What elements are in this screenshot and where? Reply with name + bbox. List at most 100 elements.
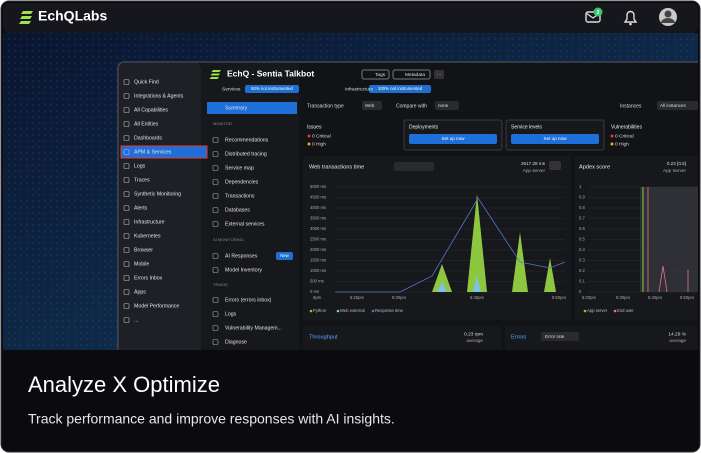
dropdown[interactable]	[362, 101, 382, 110]
sidebar-icon	[123, 261, 130, 267]
top-bar	[3, 3, 698, 33]
y-tick-label: 0.5	[579, 237, 585, 242]
sidebar-item: Logs	[134, 163, 146, 169]
y-tick-label: 0.3	[579, 258, 585, 263]
nav-item: Model Inventory	[225, 267, 262, 273]
dot-high	[307, 142, 311, 146]
x-tick-label: 6:50pm	[680, 295, 694, 300]
sidebar-item: Dashboards	[134, 135, 162, 141]
nav-item: Logs	[225, 311, 237, 317]
metadata-button[interactable]	[392, 69, 431, 80]
nav-item: External services	[225, 221, 265, 227]
sidebar-item: Integrations & Agents	[134, 93, 184, 99]
card-title: Issues	[307, 124, 322, 130]
service-title: EchQ - Sentia Talkbot	[227, 68, 314, 78]
dot-high	[610, 142, 614, 146]
dot-critical	[307, 134, 311, 138]
sidebar-icon	[123, 135, 130, 141]
legend-swatch	[583, 309, 587, 313]
y-tick-label: 0.7	[579, 216, 585, 221]
y-tick-label: 3000 ms	[310, 226, 326, 231]
chart-toggle[interactable]	[394, 162, 434, 171]
metric-value: 0.23 rpm	[464, 331, 483, 337]
chart-title: Web transactions time	[309, 164, 364, 170]
nav-icon	[212, 311, 219, 317]
y-tick-label: 5000 ms	[310, 184, 326, 189]
setup-button[interactable]	[409, 134, 497, 144]
nav-icon	[212, 151, 219, 157]
sidebar-icon	[123, 177, 130, 183]
dropdown[interactable]	[657, 101, 701, 110]
tags-button[interactable]	[361, 69, 390, 80]
dropdown[interactable]	[541, 332, 579, 341]
metric-panel	[303, 326, 501, 350]
nav-active	[207, 102, 297, 114]
nav-icon	[212, 267, 219, 273]
metric-title: Throughput	[309, 334, 338, 340]
sidebar-icon	[123, 247, 130, 253]
sidebar-item: Alerts	[134, 205, 148, 211]
status-badge	[369, 85, 431, 93]
sidebar-icon	[123, 79, 130, 85]
sidebar-item: All Capabilities	[134, 107, 168, 113]
infra-status: 100% not instrumented	[378, 86, 423, 91]
nav-icon	[212, 297, 219, 303]
x-tick-label: 6:40pm	[648, 295, 662, 300]
setup-button[interactable]	[511, 134, 599, 144]
x-tick-label: 6pm	[313, 295, 322, 300]
avatar[interactable]	[659, 8, 677, 26]
more-label: ···	[437, 73, 442, 78]
infra-label: Infrastructure	[345, 86, 374, 92]
button-label: Set up now	[544, 136, 568, 141]
bell-icon[interactable]	[623, 10, 638, 26]
legend-swatch	[613, 309, 617, 313]
issue-count: 0 Critical	[615, 133, 634, 139]
web-chart-areas	[335, 194, 566, 293]
card-title: Service levels	[511, 124, 542, 130]
sidebar-item: Infrastructure	[134, 219, 165, 225]
nav-section: AI MONITORING	[213, 237, 244, 242]
nav-icon	[212, 207, 219, 213]
y-tick-label: 4500 ms	[310, 195, 326, 200]
nav-item: Recommendations	[225, 137, 269, 143]
legend-swatch	[309, 309, 313, 313]
legend-label: App server	[587, 308, 608, 313]
logo-icon	[19, 11, 33, 24]
nav-item: AI Responses	[225, 253, 258, 259]
y-tick-label: 0.9	[579, 195, 585, 200]
legend-label: Web external	[340, 308, 365, 313]
caption-title: Analyze X Optimize	[28, 372, 220, 397]
dropdown-value: Error rate	[545, 334, 565, 339]
status-badge	[245, 85, 299, 93]
dropdown-value: Web	[365, 103, 375, 108]
y-tick-label: 0.2	[579, 268, 585, 273]
nav-icon	[212, 339, 219, 345]
dropdown[interactable]	[435, 101, 459, 110]
nav-icon	[212, 253, 219, 259]
nav-item: Distributed tracing	[225, 151, 267, 157]
sidebar-item: All Entities	[134, 121, 159, 127]
x-tick-label: 6:30pm	[616, 295, 630, 300]
nav-icon	[212, 325, 219, 331]
more-button[interactable]	[434, 70, 444, 79]
sidebar-icon	[123, 149, 130, 155]
card-title: Deployments	[409, 124, 439, 130]
brand-name: EchQLabs	[38, 8, 107, 24]
nav-section: TRIAGE	[213, 282, 228, 287]
sidebar-icon	[123, 233, 130, 239]
dot-critical	[610, 134, 614, 138]
apdex-chart	[640, 187, 698, 293]
sidebar-item: Kubernetes	[134, 233, 161, 239]
legend-label: End user	[617, 308, 634, 313]
mail-icon[interactable]	[585, 7, 603, 23]
filter-label: Transaction type	[307, 103, 344, 109]
services-label: Services	[222, 86, 241, 92]
more-button[interactable]	[549, 161, 561, 170]
notification-badge: 2	[597, 10, 600, 16]
new-badge: New	[280, 253, 289, 258]
services-status: 50% not instrumented	[251, 86, 293, 91]
chart-value-label: App server	[523, 168, 546, 173]
legend-label: Python	[313, 308, 327, 313]
sidebar-item: Synthetic Monitoring	[134, 191, 181, 197]
sidebar-item: APM & Services	[134, 149, 172, 155]
